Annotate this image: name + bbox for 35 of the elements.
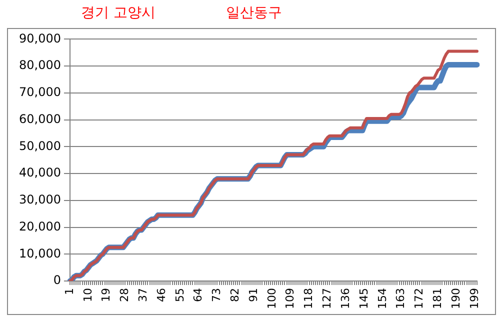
x-tick-label: 100 bbox=[265, 288, 278, 310]
x-tick-label: 181 bbox=[431, 288, 444, 310]
x-tick-label: 10 bbox=[81, 288, 94, 302]
y-tick-label: 20,000 bbox=[18, 219, 61, 234]
x-tick-label: 154 bbox=[376, 288, 389, 310]
x-tick-label: 64 bbox=[192, 288, 205, 302]
x-tick-label: 145 bbox=[357, 288, 370, 310]
x-tick-label: 55 bbox=[173, 288, 186, 302]
x-tick-label: 127 bbox=[320, 288, 334, 310]
x-tick-label: 199 bbox=[468, 288, 481, 310]
y-tick-label: 80,000 bbox=[18, 58, 61, 72]
x-tick-label: 82 bbox=[228, 288, 242, 302]
x-tick-label: 91 bbox=[246, 288, 260, 302]
x-tick-label: 172 bbox=[412, 288, 426, 310]
y-tick-label: 60,000 bbox=[18, 112, 61, 126]
x-tick-label: 37 bbox=[136, 288, 150, 302]
x-tick-label: 19 bbox=[100, 288, 113, 302]
x-tick-label: 136 bbox=[338, 288, 352, 310]
y-tick-label: 10,000 bbox=[18, 246, 61, 260]
x-tick-label: 118 bbox=[302, 288, 316, 310]
chart-title: 경기 고양시 bbox=[81, 4, 156, 22]
y-tick-label: 50,000 bbox=[18, 138, 61, 153]
y-tick-label: 40,000 bbox=[18, 166, 61, 180]
x-tick-label: 73 bbox=[210, 288, 224, 302]
y-tick-label: 30,000 bbox=[18, 192, 61, 207]
x-tick-label: 1 bbox=[62, 288, 76, 296]
x-tick-label: 190 bbox=[449, 288, 462, 310]
x-tick-label: 28 bbox=[118, 288, 132, 302]
x-tick-label: 163 bbox=[394, 288, 408, 310]
y-tick-label: 90,000 bbox=[18, 31, 61, 46]
chart-subtitle: 일산동구 bbox=[226, 4, 282, 22]
x-tick-label: 46 bbox=[154, 288, 168, 302]
y-tick-label: 0 bbox=[53, 273, 61, 288]
x-tick-label: 109 bbox=[284, 288, 297, 310]
y-tick-label: 70,000 bbox=[18, 85, 61, 100]
